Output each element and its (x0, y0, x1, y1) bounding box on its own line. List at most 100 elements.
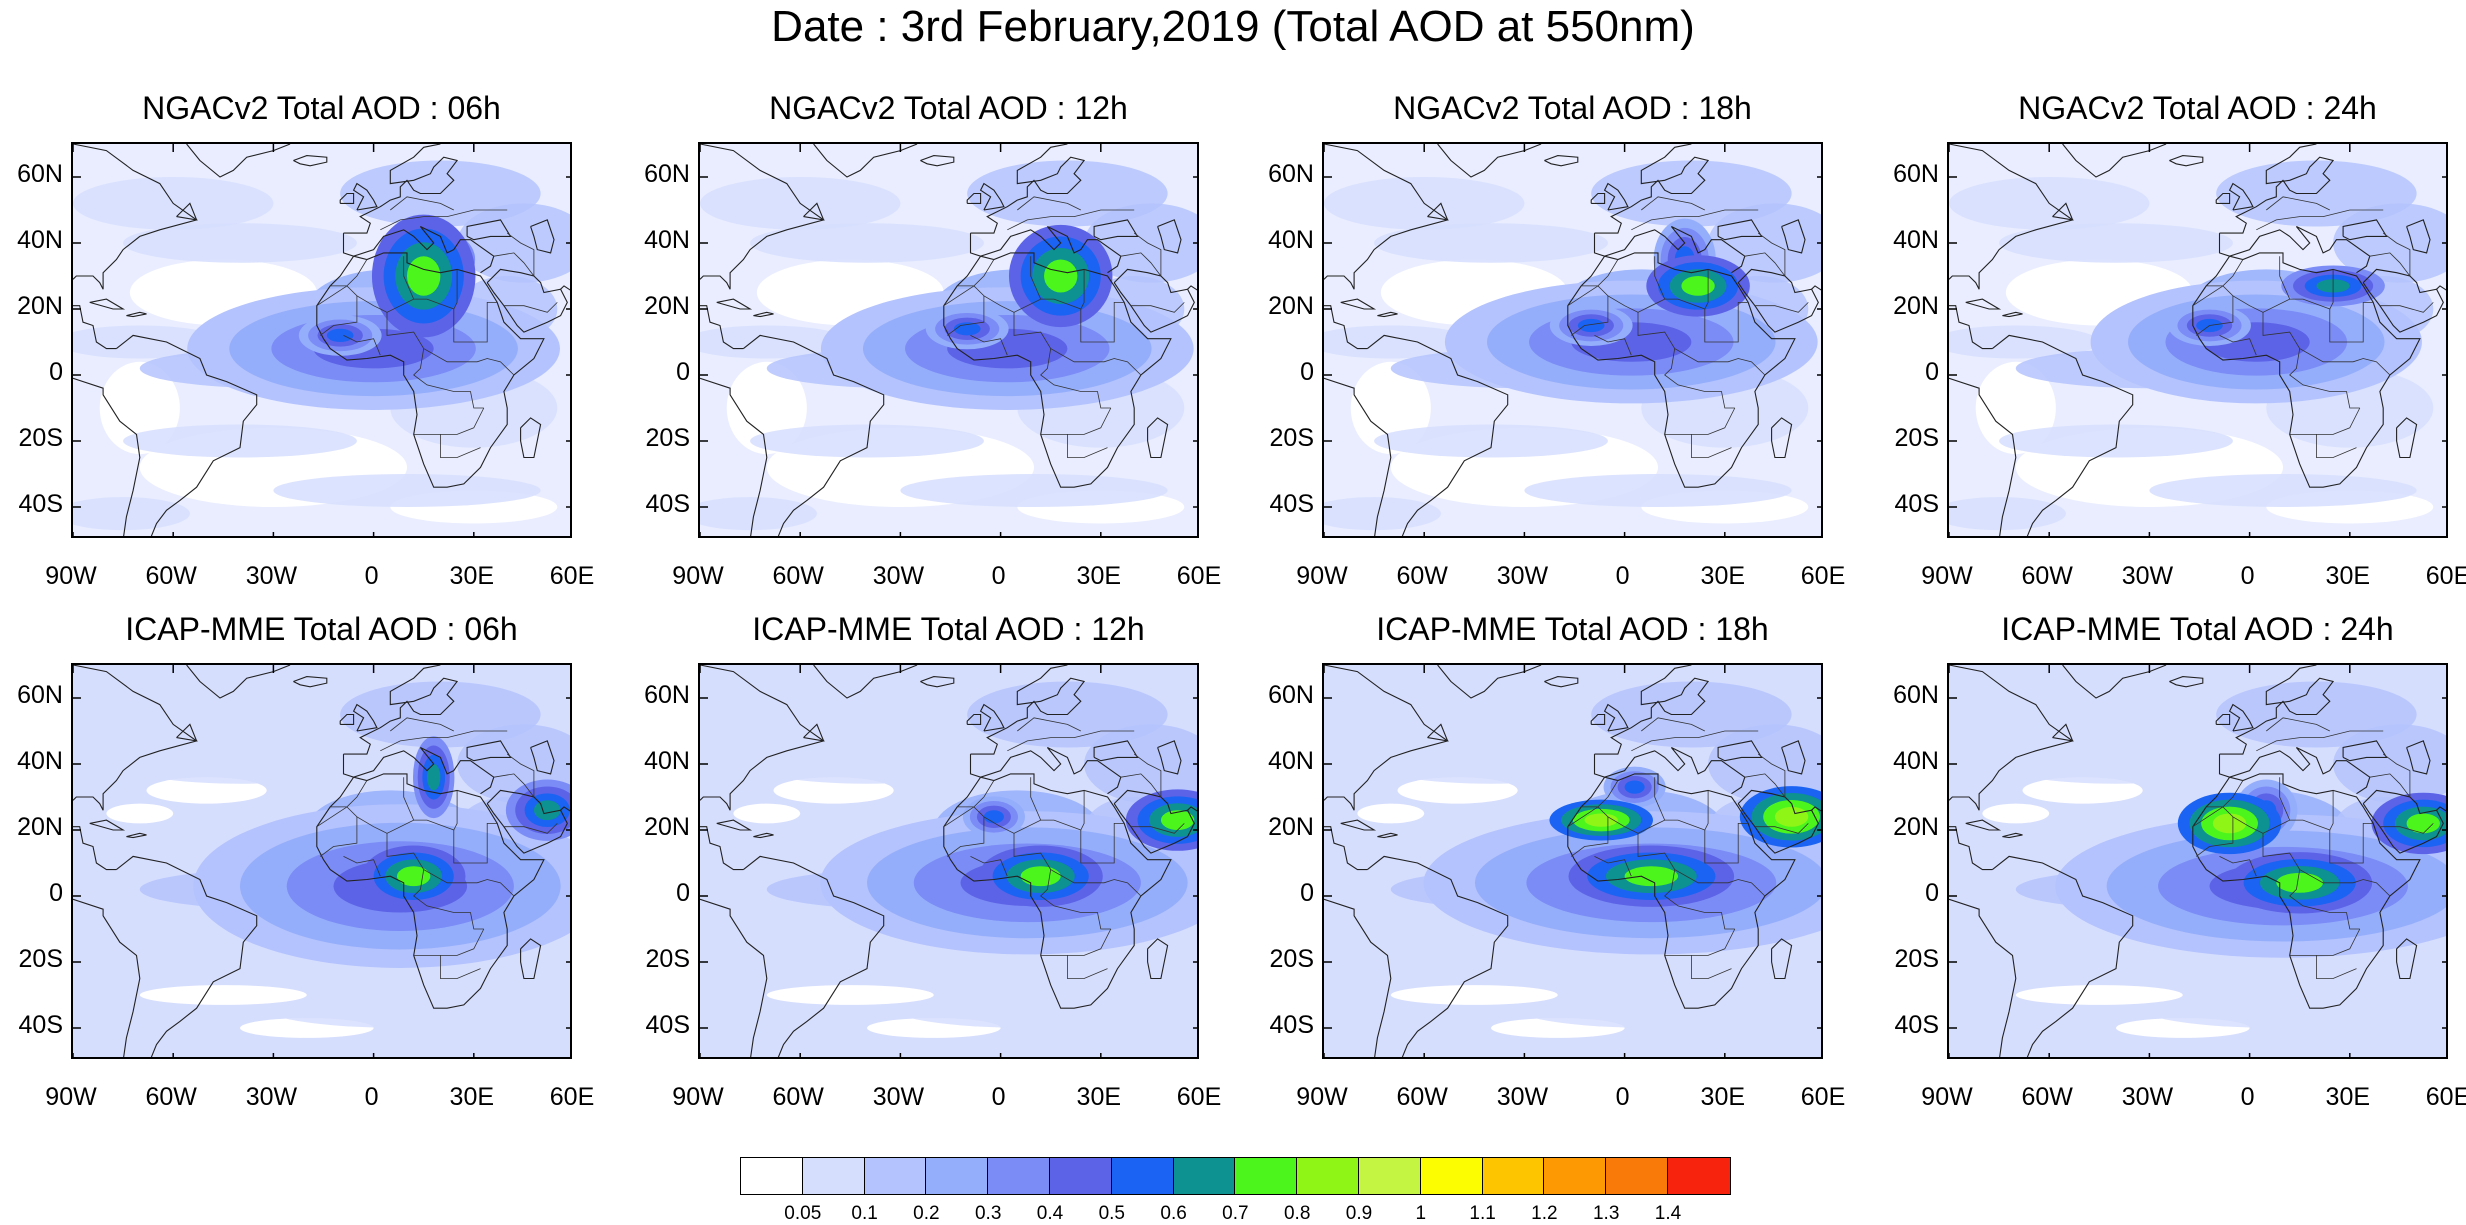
lat-tick-label: 40S (1270, 1011, 1314, 1040)
lat-tick-label: 40N (1893, 226, 1939, 255)
lat-tick-label: 20S (19, 424, 63, 453)
colorbar-swatch (1668, 1158, 1730, 1194)
lon-tick-label: 30E (1077, 562, 1121, 591)
map-canvas (700, 665, 1199, 1059)
lat-tick-label: 40S (646, 490, 690, 519)
lon-tick-label: 90W (45, 1083, 96, 1112)
lon-tick-label: 60W (2021, 562, 2072, 591)
lat-tick-label: 20N (1268, 292, 1314, 321)
lat-tick-label: 20N (17, 813, 63, 842)
clean-air-region (1982, 804, 2049, 824)
haze-region (750, 425, 984, 458)
lat-tick-label: 0 (1300, 358, 1314, 387)
lat-tick-label: 40S (1895, 490, 1939, 519)
lon-tick-label: 30E (1701, 1083, 1745, 1112)
colorbar-swatch (926, 1158, 988, 1194)
lat-tick-label: 60N (1893, 681, 1939, 710)
lon-tick-label: 90W (1296, 1083, 1347, 1112)
aerosol-plume (1625, 781, 1645, 794)
aerosol-plume (1681, 276, 1714, 296)
lat-tick-label: 40N (1893, 747, 1939, 776)
lat-tick-label: 0 (49, 358, 63, 387)
aerosol-plume (397, 866, 430, 886)
aerosol-plume (1625, 866, 1678, 886)
aerosol-plume (1021, 866, 1061, 886)
haze-region (750, 946, 984, 979)
lon-tick-label: 60E (2426, 1083, 2466, 1112)
aod-map-panel (698, 663, 1199, 1059)
clean-air-region (1357, 804, 1424, 824)
aerosol-plume (1044, 260, 1077, 293)
lat-tick-label: 0 (49, 879, 63, 908)
lon-tick-label: 90W (1296, 562, 1347, 591)
lon-tick-label: 60W (772, 562, 823, 591)
colorbar (740, 1157, 1731, 1195)
lat-tick-label: 20S (1895, 424, 1939, 453)
lat-tick-label: 60N (644, 160, 690, 189)
lat-tick-label: 60N (1268, 160, 1314, 189)
panel-title: NGACv2 Total AOD : 06h (22, 90, 622, 127)
haze-region (750, 744, 984, 784)
lat-tick-label: 40N (644, 226, 690, 255)
lat-tick-label: 40N (17, 747, 63, 776)
lat-tick-label: 0 (1300, 879, 1314, 908)
lat-tick-label: 0 (1925, 358, 1939, 387)
lon-tick-label: 30E (2326, 562, 2370, 591)
panel-title: ICAP-MME Total AOD : 18h (1273, 611, 1873, 648)
lon-tick-label: 60E (1801, 1083, 1845, 1112)
lon-tick-label: 30E (450, 1083, 494, 1112)
lat-tick-label: 20S (1270, 945, 1314, 974)
lon-tick-label: 30E (1077, 1083, 1121, 1112)
colorbar-swatch (1421, 1158, 1483, 1194)
lon-tick-label: 30W (246, 1083, 297, 1112)
lon-tick-label: 30E (2326, 1083, 2370, 1112)
aerosol-plume (984, 810, 1004, 823)
lon-tick-label: 60E (1801, 562, 1845, 591)
aod-map-panel (1322, 663, 1823, 1059)
colorbar-swatch (1359, 1158, 1421, 1194)
colorbar-swatch (803, 1158, 865, 1194)
lon-tick-label: 60W (1396, 1083, 1447, 1112)
aerosol-plume (1578, 319, 1605, 332)
map-canvas (1949, 144, 2448, 538)
lat-tick-label: 0 (1925, 879, 1939, 908)
haze-region (273, 474, 540, 507)
lon-tick-label: 30W (2122, 562, 2173, 591)
panel-title: NGACv2 Total AOD : 12h (649, 90, 1249, 127)
lon-tick-label: 0 (365, 562, 379, 591)
lon-tick-label: 30E (1701, 562, 1745, 591)
lat-tick-label: 40S (19, 1011, 63, 1040)
lon-tick-label: 90W (672, 1083, 723, 1112)
lon-tick-label: 90W (1921, 1083, 1972, 1112)
lat-tick-label: 20N (644, 292, 690, 321)
lat-tick-label: 0 (676, 358, 690, 387)
aod-map-panel (1322, 142, 1823, 538)
haze-region (1999, 744, 2233, 784)
aerosol-plume (407, 256, 440, 296)
colorbar-swatch (741, 1158, 803, 1194)
clean-air-region (140, 985, 307, 1005)
haze-region (1374, 425, 1608, 458)
lon-tick-label: 60W (2021, 1083, 2072, 1112)
lon-tick-label: 0 (1616, 1083, 1630, 1112)
haze-region (273, 995, 540, 1028)
colorbar-swatch (1112, 1158, 1174, 1194)
haze-region (1374, 223, 1608, 263)
lon-tick-label: 0 (2241, 562, 2255, 591)
haze-region (1524, 995, 1791, 1028)
lon-tick-label: 60W (1396, 562, 1447, 591)
colorbar-swatch (1050, 1158, 1112, 1194)
lat-tick-label: 40S (646, 1011, 690, 1040)
lon-tick-label: 60W (772, 1083, 823, 1112)
lon-tick-label: 90W (45, 562, 96, 591)
lat-tick-label: 20S (1895, 945, 1939, 974)
lat-tick-label: 60N (1893, 160, 1939, 189)
lon-tick-label: 30W (1497, 1083, 1548, 1112)
lat-tick-label: 20S (1270, 424, 1314, 453)
haze-region (1524, 474, 1791, 507)
lon-tick-label: 60E (2426, 562, 2466, 591)
aod-map-panel (1947, 663, 2448, 1059)
colorbar-swatch (1297, 1158, 1359, 1194)
aerosol-plume (1775, 807, 1808, 827)
